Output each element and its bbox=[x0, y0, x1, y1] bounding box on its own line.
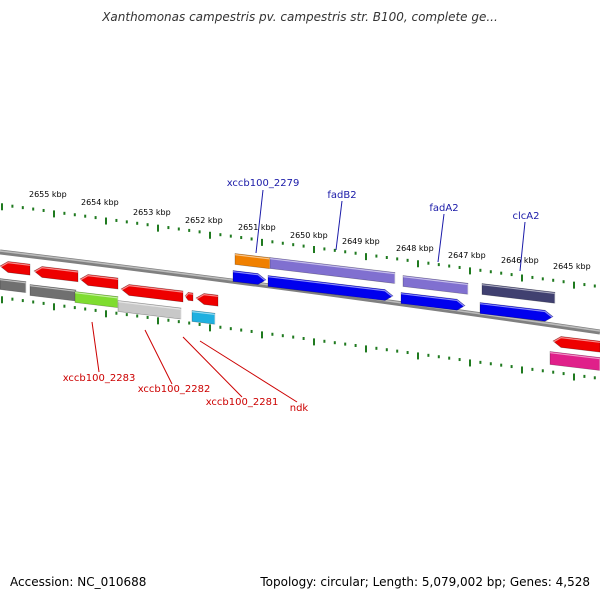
gene-label[interactable]: xccb100_2281 bbox=[206, 397, 279, 408]
ruler-ticks-top bbox=[1, 203, 596, 289]
ruler-label: 2647 kbp bbox=[448, 251, 486, 260]
gene-arrow[interactable] bbox=[79, 274, 119, 290]
gene-leader-line bbox=[91, 321, 100, 373]
gene-label[interactable]: clcA2 bbox=[513, 211, 540, 222]
gene-leader-line bbox=[335, 200, 343, 251]
gene-label[interactable]: ndk bbox=[290, 403, 309, 414]
gene-arrow[interactable] bbox=[479, 302, 554, 322]
gene-features[interactable] bbox=[0, 253, 600, 372]
gene-arrow[interactable] bbox=[120, 284, 184, 303]
ruler-label: 2654 kbp bbox=[81, 198, 119, 207]
gene-label[interactable]: fadB2 bbox=[327, 190, 356, 201]
ruler-label: 2651 kbp bbox=[238, 223, 276, 232]
ruler-labels: 2655 kbp 2654 kbp 2653 kbp 2652 kbp 2651 kbp… bbox=[29, 190, 591, 271]
gene-arrow[interactable] bbox=[184, 292, 194, 302]
ruler-label: 2655 kbp bbox=[29, 190, 67, 199]
gene-block-clcA2[interactable] bbox=[481, 283, 556, 305]
gene-arrow[interactable] bbox=[400, 292, 466, 311]
gene-arrow[interactable] bbox=[267, 275, 394, 301]
gene-block[interactable] bbox=[549, 351, 600, 372]
gene-block[interactable] bbox=[191, 310, 216, 326]
ruler-label: 2645 kbp bbox=[553, 262, 591, 271]
ruler-label: 2652 kbp bbox=[185, 216, 223, 225]
map-title: Xanthomonas campestris pv. campestris st… bbox=[102, 10, 498, 24]
gene-leader-line bbox=[437, 213, 445, 263]
ruler-ticks-bottom bbox=[1, 296, 596, 381]
ruler-label: 2653 kbp bbox=[133, 208, 171, 217]
gene-label[interactable]: xccb100_2283 bbox=[63, 373, 136, 384]
gene-arrow[interactable] bbox=[195, 293, 219, 307]
gene-arrow[interactable] bbox=[0, 261, 31, 276]
gene-block-xccb100-2279[interactable] bbox=[234, 253, 271, 270]
gene-arrow[interactable] bbox=[552, 336, 600, 353]
gene-block-fadA2[interactable] bbox=[402, 275, 469, 296]
ruler-label: 2650 kbp bbox=[290, 231, 328, 240]
gene-block[interactable] bbox=[117, 300, 182, 321]
gene-label[interactable]: xccb100_2282 bbox=[138, 384, 211, 395]
gene-leader-line bbox=[182, 336, 243, 398]
gene-labels: xccb100_2279fadB2fadA2clcA2xccb100_2283x… bbox=[63, 178, 540, 414]
gene-arrow[interactable] bbox=[33, 266, 79, 283]
gene-leader-line bbox=[519, 221, 526, 272]
ruler-label: 2649 kbp bbox=[342, 237, 380, 246]
gene-block-fadB2[interactable] bbox=[269, 257, 396, 285]
gene-block-ndk[interactable] bbox=[74, 291, 119, 309]
gene-block[interactable] bbox=[0, 278, 27, 294]
gene-leader-line bbox=[255, 189, 264, 254]
gene-leader-line bbox=[199, 340, 298, 403]
gene-label[interactable]: xccb100_2279 bbox=[227, 178, 300, 189]
gene-label[interactable]: fadA2 bbox=[429, 203, 458, 214]
gene-leader-line bbox=[144, 329, 173, 385]
genome-summary-text: Topology: circular; Length: 5,079,002 bp… bbox=[260, 575, 590, 589]
gene-arrow[interactable] bbox=[232, 270, 267, 285]
ruler-label: 2648 kbp bbox=[396, 244, 434, 253]
ruler-label: 2646 kbp bbox=[501, 256, 539, 265]
gene-block[interactable] bbox=[29, 284, 77, 303]
accession-text: Accession: NC_010688 bbox=[10, 575, 147, 589]
